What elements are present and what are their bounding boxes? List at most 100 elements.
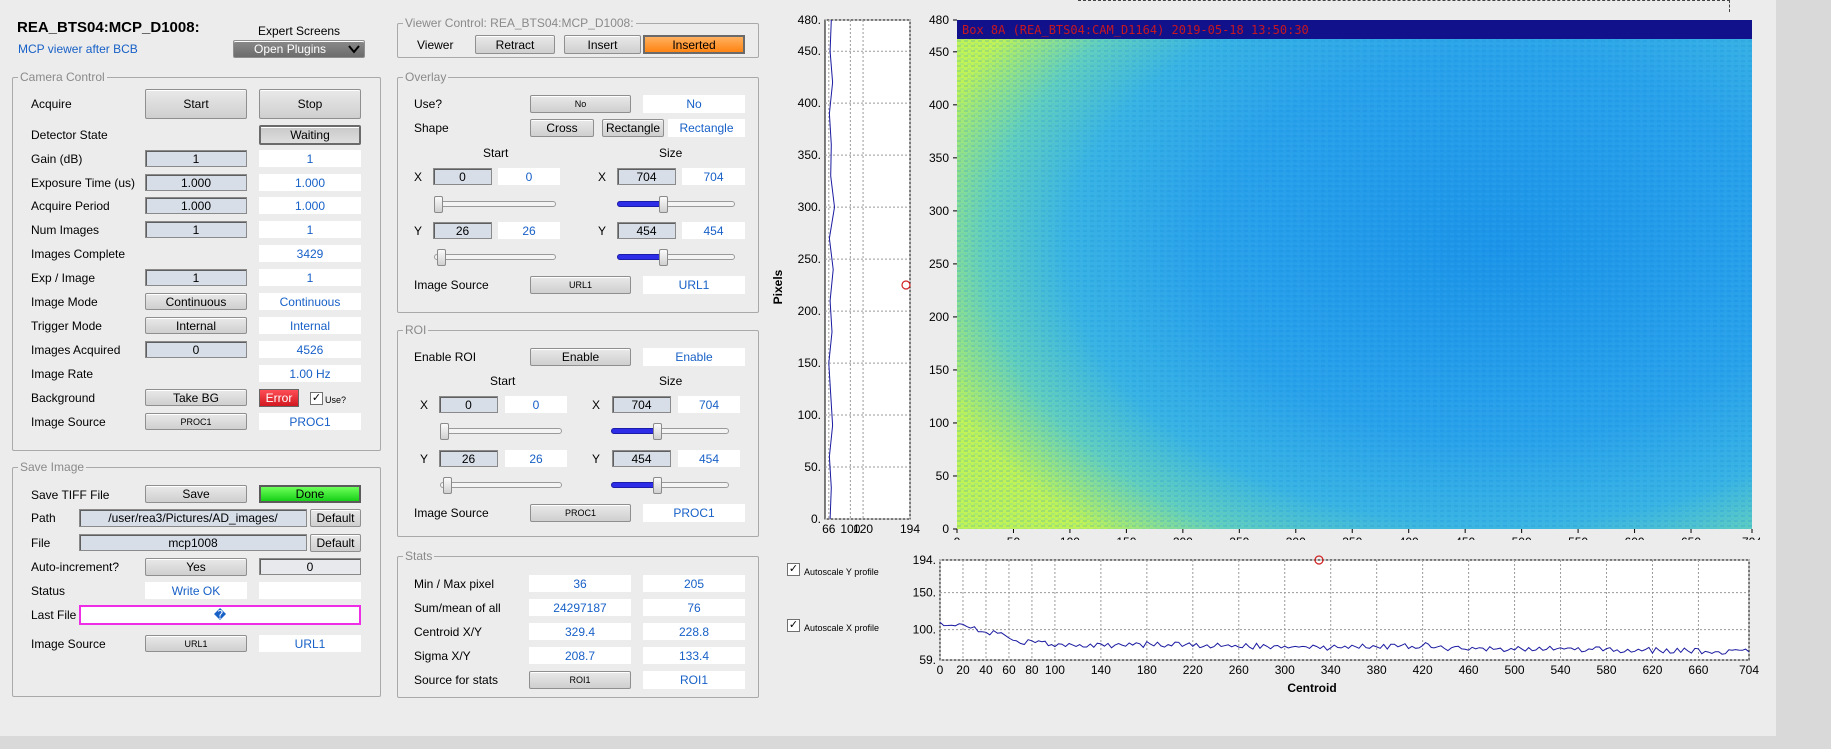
x-profile-tick-label: 80 xyxy=(1025,663,1039,677)
x-profile-plot: 0 20 40 60 80 100 140 180 220 260 300 340 380 420 460 5… xyxy=(913,553,1760,695)
overlay-image-source-menu[interactable]: URL1 xyxy=(530,276,631,294)
path-label: Path xyxy=(31,511,56,525)
overlay-size-x-input[interactable]: 704 xyxy=(617,168,676,185)
stats-centroid-label: Centroid X/Y xyxy=(414,625,483,639)
cam-image-source-menu[interactable]: PROC1 xyxy=(145,413,247,430)
slider-handle[interactable] xyxy=(653,477,662,494)
image-overlay-text: Box 8A (REA_BTS04:CAM_D1164) 2019-05-18 … xyxy=(962,23,1309,37)
file-input[interactable]: mcp1008 xyxy=(79,534,307,551)
overlay-use-readback: No xyxy=(643,95,745,113)
autoscale-x-checkbox[interactable]: ✓ xyxy=(787,619,800,632)
take-bg-button[interactable]: Take BG xyxy=(145,389,247,406)
stats-group: Stats xyxy=(397,549,759,698)
stats-mean-readback: 76 xyxy=(643,599,745,616)
stats-centroid-y-readback: 228.8 xyxy=(643,623,745,640)
stop-button[interactable]: Stop xyxy=(259,89,361,119)
roi-size-y-slider[interactable] xyxy=(611,477,729,494)
y-profile-x-tick-label: 194 xyxy=(900,522,920,536)
y-profile-y-tick-label: 250. xyxy=(798,252,821,266)
roi-image-source-menu[interactable]: PROC1 xyxy=(530,504,631,522)
cam-image-source-label: Image Source xyxy=(31,415,106,429)
image-view: Box 8A (REA_BTS04:CAM_D1164) 2019-05-18 … xyxy=(929,13,1760,540)
path-default-button[interactable]: Default xyxy=(310,509,361,527)
autoscale-y-checkbox[interactable]: ✓ xyxy=(787,563,800,576)
num-images-input[interactable]: 1 xyxy=(145,221,247,238)
overlay-size-x-slider[interactable] xyxy=(617,196,735,213)
viewer-control-group: Viewer Control: REA_BTS04:MCP_D1008: xyxy=(397,16,759,58)
stats-min-max-label: Min / Max pixel xyxy=(414,577,495,591)
auto-increment-label: Auto-increment? xyxy=(31,560,120,574)
slider-handle[interactable] xyxy=(443,477,452,494)
acquire-period-input[interactable]: 1.000 xyxy=(145,197,247,214)
overlay-start-y-input[interactable]: 26 xyxy=(433,222,492,239)
x-profile-tick-label: 0 xyxy=(937,663,944,677)
file-number-input[interactable]: 0 xyxy=(259,558,361,575)
selection-marquee-edge xyxy=(1729,0,1730,12)
shape-rectangle-button[interactable]: Rectangle xyxy=(602,119,664,137)
slider-handle[interactable] xyxy=(437,249,446,266)
y-profile-y-tick-label: 300. xyxy=(798,200,821,214)
image-x-tick-label: 0 xyxy=(954,535,961,540)
trigger-mode-readback: Internal xyxy=(259,317,361,334)
save-image-group: Save Image xyxy=(12,460,381,697)
image-y-tick-label: 300 xyxy=(929,204,949,218)
image-x-tick-label: 200 xyxy=(1173,535,1193,540)
roi-start-y-input[interactable]: 26 xyxy=(439,450,498,467)
trigger-mode-label: Trigger Mode xyxy=(31,319,102,333)
roi-image-source-readback: PROC1 xyxy=(643,504,745,522)
page-title: REA_BTS04:MCP_D1008: xyxy=(17,19,200,36)
save-image-source-menu[interactable]: URL1 xyxy=(145,635,247,652)
slider-handle[interactable] xyxy=(434,196,443,213)
enable-roi-menu[interactable]: Enable xyxy=(530,348,631,366)
image-axis-ticks: 0501001502002503003504004505005506006507… xyxy=(929,13,1760,540)
exposure-input[interactable]: 1.000 xyxy=(145,174,247,191)
x-profile-tick-label: 260 xyxy=(1229,663,1249,677)
stats-source-menu[interactable]: ROI1 xyxy=(529,671,631,689)
roi-size-y-label: Y xyxy=(592,452,601,466)
use-bg-checkbox[interactable]: ✓ xyxy=(310,392,323,405)
stats-source-readback: ROI1 xyxy=(643,671,745,689)
insert-button[interactable]: Insert xyxy=(564,35,641,54)
y-profile-y-tick-label: 0. xyxy=(811,512,821,526)
roi-start-x-slider[interactable] xyxy=(440,423,562,440)
overlay-y-label: Y xyxy=(414,224,423,238)
shape-cross-button[interactable]: Cross xyxy=(530,119,594,137)
image-mode-menu[interactable]: Continuous xyxy=(145,293,247,310)
roi-size-x-slider[interactable] xyxy=(611,423,729,440)
trigger-mode-menu[interactable]: Internal xyxy=(145,317,247,334)
roi-size-y-input[interactable]: 454 xyxy=(612,450,671,467)
overlay-start-x-input[interactable]: 0 xyxy=(433,168,492,185)
slider-handle[interactable] xyxy=(659,249,668,266)
overlay-start-y-slider[interactable] xyxy=(434,249,556,266)
roi-start-x-input[interactable]: 0 xyxy=(439,396,498,413)
overlay-size-y-input[interactable]: 454 xyxy=(617,222,676,239)
images-acquired-input[interactable]: 0 xyxy=(145,341,247,358)
roi-start-y-slider[interactable] xyxy=(440,477,562,494)
overlay-use-label: Use? xyxy=(414,97,443,111)
slider-handle[interactable] xyxy=(659,196,668,213)
overlay-size-x-readback: 704 xyxy=(682,168,745,185)
path-input[interactable]: /user/rea3/Pictures/AD_images/ xyxy=(79,509,307,527)
save-button[interactable]: Save xyxy=(145,485,247,503)
slider-handle[interactable] xyxy=(653,423,662,440)
exp-image-input[interactable]: 1 xyxy=(145,269,247,286)
bg-error-indicator: Error xyxy=(259,389,299,407)
overlay-size-y-slider[interactable] xyxy=(617,249,735,266)
file-default-button[interactable]: Default xyxy=(310,534,361,552)
overlay-start-x-readback: 0 xyxy=(498,168,560,185)
overlay-start-x-slider[interactable] xyxy=(434,196,556,213)
image-x-tick-label: 150 xyxy=(1116,535,1136,540)
image-x-tick-label: 704 xyxy=(1742,535,1760,540)
retract-button[interactable]: Retract xyxy=(475,35,555,54)
viewer-control-title: Viewer Control: REA_BTS04:MCP_D1008: xyxy=(403,16,636,30)
roi-size-x-input[interactable]: 704 xyxy=(612,396,671,413)
auto-increment-menu[interactable]: Yes xyxy=(145,558,247,576)
open-plugins-dropdown[interactable]: Open Plugins xyxy=(233,40,365,58)
overlay-size-y-readback: 454 xyxy=(682,222,745,239)
overlay-use-menu[interactable]: No xyxy=(530,95,631,113)
start-button[interactable]: Start xyxy=(145,89,247,119)
gain-input[interactable]: 1 xyxy=(145,150,247,167)
slider-handle[interactable] xyxy=(440,423,449,440)
